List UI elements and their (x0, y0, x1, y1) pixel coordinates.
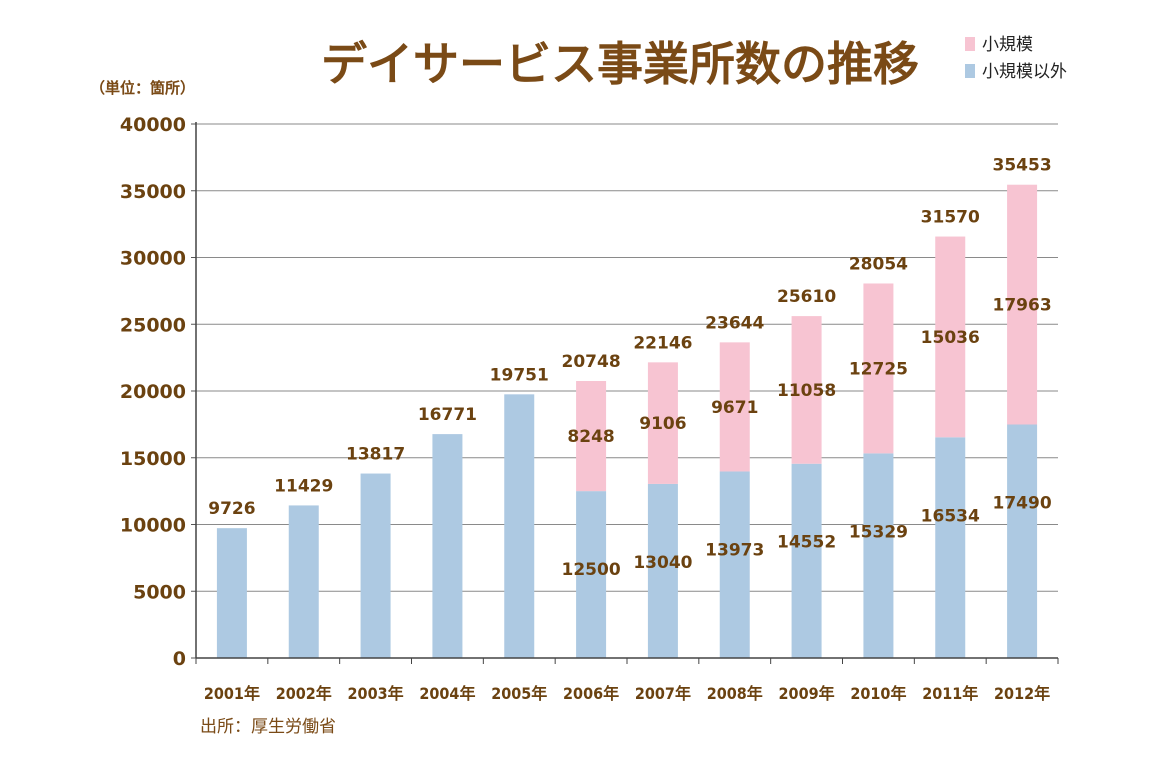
source-note: 出所：厚生労働省 (200, 717, 336, 737)
y-tick-label: 5000 (133, 581, 186, 603)
bar-other (504, 394, 535, 658)
x-tick-label: 2001年 (204, 684, 260, 703)
data-labels: 9726 11429 13817 16771 19751 12500 8248 20748 13… (208, 156, 1052, 580)
y-tick-label: 40000 (120, 114, 186, 136)
label-total: 20748 (562, 352, 621, 372)
label-small: 8248 (567, 427, 614, 447)
bar-small (576, 381, 607, 492)
label-other: 11429 (274, 476, 333, 496)
bar-other (791, 463, 822, 658)
x-tick-label: 2010年 (850, 684, 906, 703)
bar-small (935, 236, 966, 438)
label-small: 11058 (777, 381, 836, 401)
y-tick-label: 30000 (120, 248, 186, 270)
axes (195, 122, 1058, 659)
x-tick-label: 2007年 (635, 684, 691, 703)
label-small: 9106 (639, 414, 686, 434)
y-tick-label: 25000 (120, 314, 186, 336)
y-tick-label: 20000 (120, 381, 186, 403)
chart-title: デイサービス事業所数の推移 (321, 37, 919, 91)
label-other: 9726 (208, 499, 255, 519)
bar-small (1007, 184, 1038, 425)
x-tick-label: 2012年 (994, 684, 1050, 703)
label-small: 15036 (921, 328, 980, 348)
legend: 小規模 小規模以外 (965, 35, 1067, 82)
bar-other (1007, 424, 1038, 658)
label-other: 16534 (921, 506, 980, 526)
label-other: 14552 (777, 533, 836, 553)
x-tick-label: 2009年 (779, 684, 835, 703)
x-tick-label: 2005年 (491, 684, 547, 703)
bar-other (288, 505, 319, 658)
label-total: 25610 (777, 287, 836, 307)
x-tick-label: 2004年 (419, 684, 475, 703)
label-small: 12725 (849, 359, 908, 379)
y-axis-ticks: 0 5000 10000 15000 20000 25000 30000 35000 40000 (120, 114, 196, 670)
y-tick-label: 15000 (120, 448, 186, 470)
label-other: 13040 (633, 553, 692, 573)
label-other: 13817 (346, 445, 405, 465)
y-tick-label: 35000 (120, 181, 186, 203)
bars (216, 184, 1038, 658)
label-other: 19751 (490, 365, 549, 385)
bar-other (935, 437, 966, 658)
bar-small (647, 362, 678, 484)
bar-other (863, 453, 894, 658)
x-tick-label: 2006年 (563, 684, 619, 703)
label-other: 15329 (849, 522, 908, 542)
label-other: 16771 (418, 405, 477, 425)
y-tick-label: 10000 (120, 515, 186, 537)
x-tick-label: 2002年 (276, 684, 332, 703)
x-tick-label: 2011年 (922, 684, 978, 703)
y-tick-label: 0 (173, 648, 186, 670)
bar-other (719, 471, 750, 658)
legend-swatch-small (965, 37, 975, 51)
bar-other (216, 528, 247, 658)
label-total: 28054 (849, 254, 908, 274)
legend-label-small: 小規模 (982, 35, 1033, 55)
bar-small (791, 316, 822, 464)
label-other: 17490 (993, 494, 1052, 514)
x-tick-label: 2008年 (707, 684, 763, 703)
legend-swatch-other (965, 64, 975, 78)
label-small: 17963 (993, 296, 1052, 316)
label-other: 12500 (562, 560, 621, 580)
label-other: 13973 (705, 540, 764, 560)
bar-other (360, 473, 391, 658)
bar-other (576, 491, 607, 658)
bar-small (719, 342, 750, 472)
label-total: 35453 (993, 156, 1052, 176)
label-total: 31570 (921, 208, 980, 228)
x-axis-ticks: 2001年 2002年 2003年 2004年 2005年 2006年 2007年 2008年… (195, 658, 1059, 703)
gridlines (196, 123, 1058, 592)
unit-label: （単位：箇所） (90, 79, 195, 97)
bar-other (647, 483, 678, 658)
label-small: 9671 (711, 398, 758, 418)
legend-label-other: 小規模以外 (982, 62, 1067, 82)
bar-small (863, 283, 894, 454)
label-total: 23644 (705, 313, 764, 333)
bar-other (432, 434, 463, 658)
x-tick-label: 2003年 (348, 684, 404, 703)
label-total: 22146 (633, 333, 692, 353)
